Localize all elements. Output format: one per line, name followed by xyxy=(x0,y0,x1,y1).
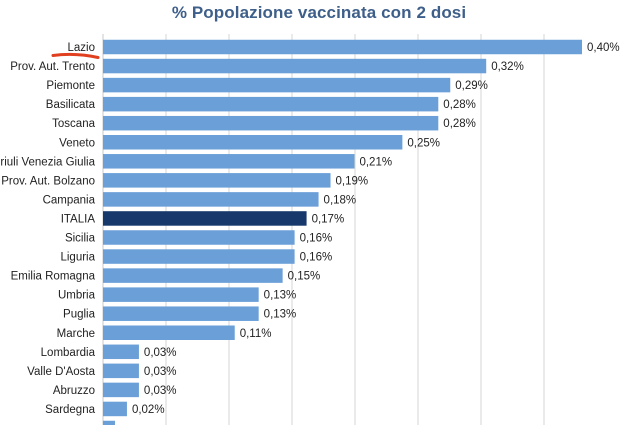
category-label: Sicilia xyxy=(65,233,96,245)
data-label: 0,18% xyxy=(324,194,357,206)
data-label: 0,21% xyxy=(359,156,392,168)
bar xyxy=(103,344,139,360)
category-label: Sardegna xyxy=(45,404,95,416)
highlight-underline-annotation xyxy=(51,52,100,59)
bar xyxy=(103,363,139,379)
data-label: 0,28% xyxy=(443,99,476,111)
data-label: 0,02% xyxy=(132,404,165,416)
bar xyxy=(103,39,582,55)
data-label: 0,28% xyxy=(443,118,476,130)
bar xyxy=(103,154,355,169)
bar xyxy=(103,58,487,74)
bar xyxy=(103,249,295,264)
bar xyxy=(103,230,295,245)
category-label: Abruzzo xyxy=(53,385,95,397)
data-label: 0,03% xyxy=(144,385,177,397)
bar xyxy=(103,115,439,131)
data-label: 0,13% xyxy=(264,290,297,302)
bar xyxy=(103,420,115,425)
data-label: 0,03% xyxy=(144,366,177,378)
category-label: Prov. Aut. Trento xyxy=(10,61,95,73)
category-label: Basilicata xyxy=(46,99,96,111)
category-label: Valle D'Aosta xyxy=(27,366,95,378)
data-label: 0,29% xyxy=(455,80,488,92)
data-label: 0,32% xyxy=(491,61,524,73)
data-label: 0,15% xyxy=(288,271,321,283)
category-label: Marche xyxy=(57,328,95,340)
category-label: Emilia Romagna xyxy=(11,271,96,283)
category-label: Piemonte xyxy=(46,80,95,92)
bar xyxy=(103,77,451,93)
category-label: Friuli Venezia Giulia xyxy=(0,156,96,168)
bar xyxy=(103,268,283,283)
bar xyxy=(103,192,319,207)
bar xyxy=(103,173,331,188)
bar xyxy=(103,211,307,226)
data-label: 0,13% xyxy=(264,309,297,321)
category-label: Puglia xyxy=(63,309,96,321)
data-label: 0,16% xyxy=(300,233,333,245)
bar xyxy=(103,306,259,321)
category-label: Lombardia xyxy=(41,347,96,359)
data-label: 0,16% xyxy=(300,252,333,264)
data-label: 0,25% xyxy=(407,137,440,149)
data-label: 0,17% xyxy=(312,213,345,225)
category-label: Prov. Aut. Bolzano xyxy=(1,175,95,187)
category-label: Lazio xyxy=(68,42,96,54)
bar xyxy=(103,401,127,417)
data-label: 0,11% xyxy=(240,328,272,340)
bar xyxy=(103,325,235,340)
data-label: 0,40% xyxy=(587,42,620,54)
category-label: Toscana xyxy=(52,118,95,130)
bar xyxy=(103,96,439,112)
category-label: ITALIA xyxy=(61,213,96,225)
category-label: Veneto xyxy=(59,137,95,149)
bar xyxy=(103,382,139,398)
bar xyxy=(103,135,403,150)
data-label: 0,03% xyxy=(144,347,177,359)
category-label: Umbria xyxy=(58,290,96,302)
category-label: Campania xyxy=(43,194,96,206)
bar xyxy=(103,287,259,302)
chart-title: % Popolazione vaccinata con 2 dosi xyxy=(171,3,467,22)
data-label: 0,19% xyxy=(336,175,369,187)
category-label: Liguria xyxy=(60,252,95,264)
